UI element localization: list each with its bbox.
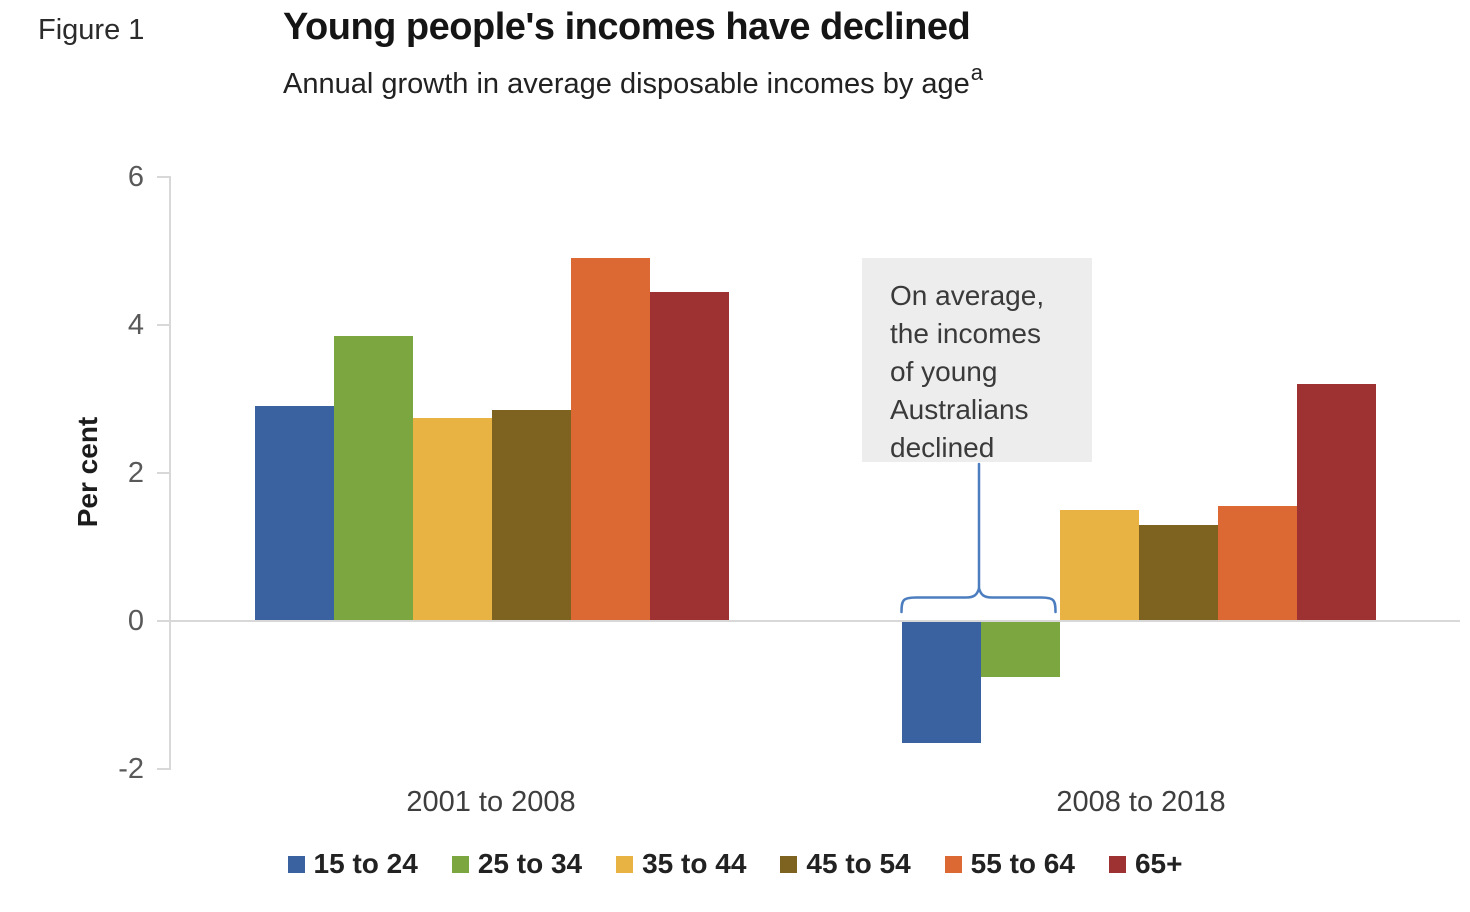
y-axis-tick-label: 0 xyxy=(127,605,144,637)
bar-25-to-34-2001-to-2008 xyxy=(334,336,413,621)
bar-55-to-64-2008-to-2018 xyxy=(1218,506,1297,621)
y-axis-tick xyxy=(157,176,170,178)
bar-65plus-2001-to-2008 xyxy=(650,291,729,621)
chart-subtitle-text: Annual growth in average disposable inco… xyxy=(283,68,970,100)
legend-swatch-icon xyxy=(287,855,305,873)
bar-45-to-54-2008-to-2018 xyxy=(1139,524,1218,621)
bar-35-to-44-2001-to-2008 xyxy=(413,417,492,621)
bar-15-to-24-2008-to-2018 xyxy=(902,621,981,744)
legend-item-35-to-44: 35 to 44 xyxy=(616,848,746,880)
legend-item-15-to-24: 15 to 24 xyxy=(287,848,418,880)
y-axis-line xyxy=(169,176,171,770)
y-axis-tick xyxy=(157,324,170,326)
chart-title: Young people's incomes have declined xyxy=(283,6,971,48)
category-label-2008-to-2018: 2008 to 2018 xyxy=(1056,786,1226,818)
legend-item-65-plus: 65+ xyxy=(1108,848,1183,880)
y-axis-title: Per cent xyxy=(72,416,103,528)
legend-swatch-icon xyxy=(944,855,962,873)
figure-label: Figure 1 xyxy=(38,14,145,46)
legend-swatch-icon xyxy=(1108,855,1126,873)
y-axis-tick xyxy=(157,620,170,622)
brace-icon xyxy=(900,584,1057,614)
y-axis-tick xyxy=(157,768,170,770)
legend-label: 55 to 64 xyxy=(970,848,1075,879)
chart-subtitle: Annual growth in average disposable inco… xyxy=(283,62,983,101)
y-axis-tick-label: 4 xyxy=(127,309,144,341)
bar-45-to-54-2001-to-2008 xyxy=(492,410,571,621)
annotation-box: On average, the incomes of young Austral… xyxy=(862,258,1092,463)
y-axis-tick-label: -2 xyxy=(118,753,144,785)
annotation-line: declined xyxy=(890,432,995,463)
legend-swatch-icon xyxy=(616,855,634,873)
bar-55-to-64-2001-to-2008 xyxy=(571,258,650,621)
zero-gridline xyxy=(169,620,1460,622)
legend-label: 25 to 34 xyxy=(477,848,583,879)
annotation-line: of young xyxy=(890,356,998,387)
legend-label: 15 to 24 xyxy=(313,848,418,879)
legend-item-55-to-64: 55 to 64 xyxy=(944,848,1075,880)
annotation-line: On average, xyxy=(890,280,1045,311)
subtitle-footnote-marker: a xyxy=(970,60,984,86)
y-axis-tick-label: 6 xyxy=(127,161,144,193)
legend-item-45-to-54: 45 to 54 xyxy=(780,848,911,880)
category-label-2001-to-2008: 2001 to 2008 xyxy=(406,786,576,818)
y-axis-tick-label: 2 xyxy=(127,457,144,489)
y-axis-tick xyxy=(157,472,170,474)
legend-swatch-icon xyxy=(451,855,469,873)
bar-65plus-2008-to-2018 xyxy=(1297,384,1376,621)
legend-swatch-icon xyxy=(780,855,798,873)
bar-25-to-34-2008-to-2018 xyxy=(981,621,1060,677)
annotation-line: the incomes xyxy=(890,318,1041,349)
legend-label: 35 to 44 xyxy=(642,848,747,879)
legend-label: 65+ xyxy=(1134,848,1183,879)
annotation-line: Australians xyxy=(890,394,1029,425)
bar-15-to-24-2001-to-2008 xyxy=(255,406,334,621)
legend: 15 to 24 25 to 34 35 to 44 45 to 54 55 t… xyxy=(0,848,1470,880)
legend-label: 45 to 54 xyxy=(806,848,911,879)
legend-item-25-to-34: 25 to 34 xyxy=(451,848,583,880)
bar-35-to-44-2008-to-2018 xyxy=(1060,510,1139,621)
